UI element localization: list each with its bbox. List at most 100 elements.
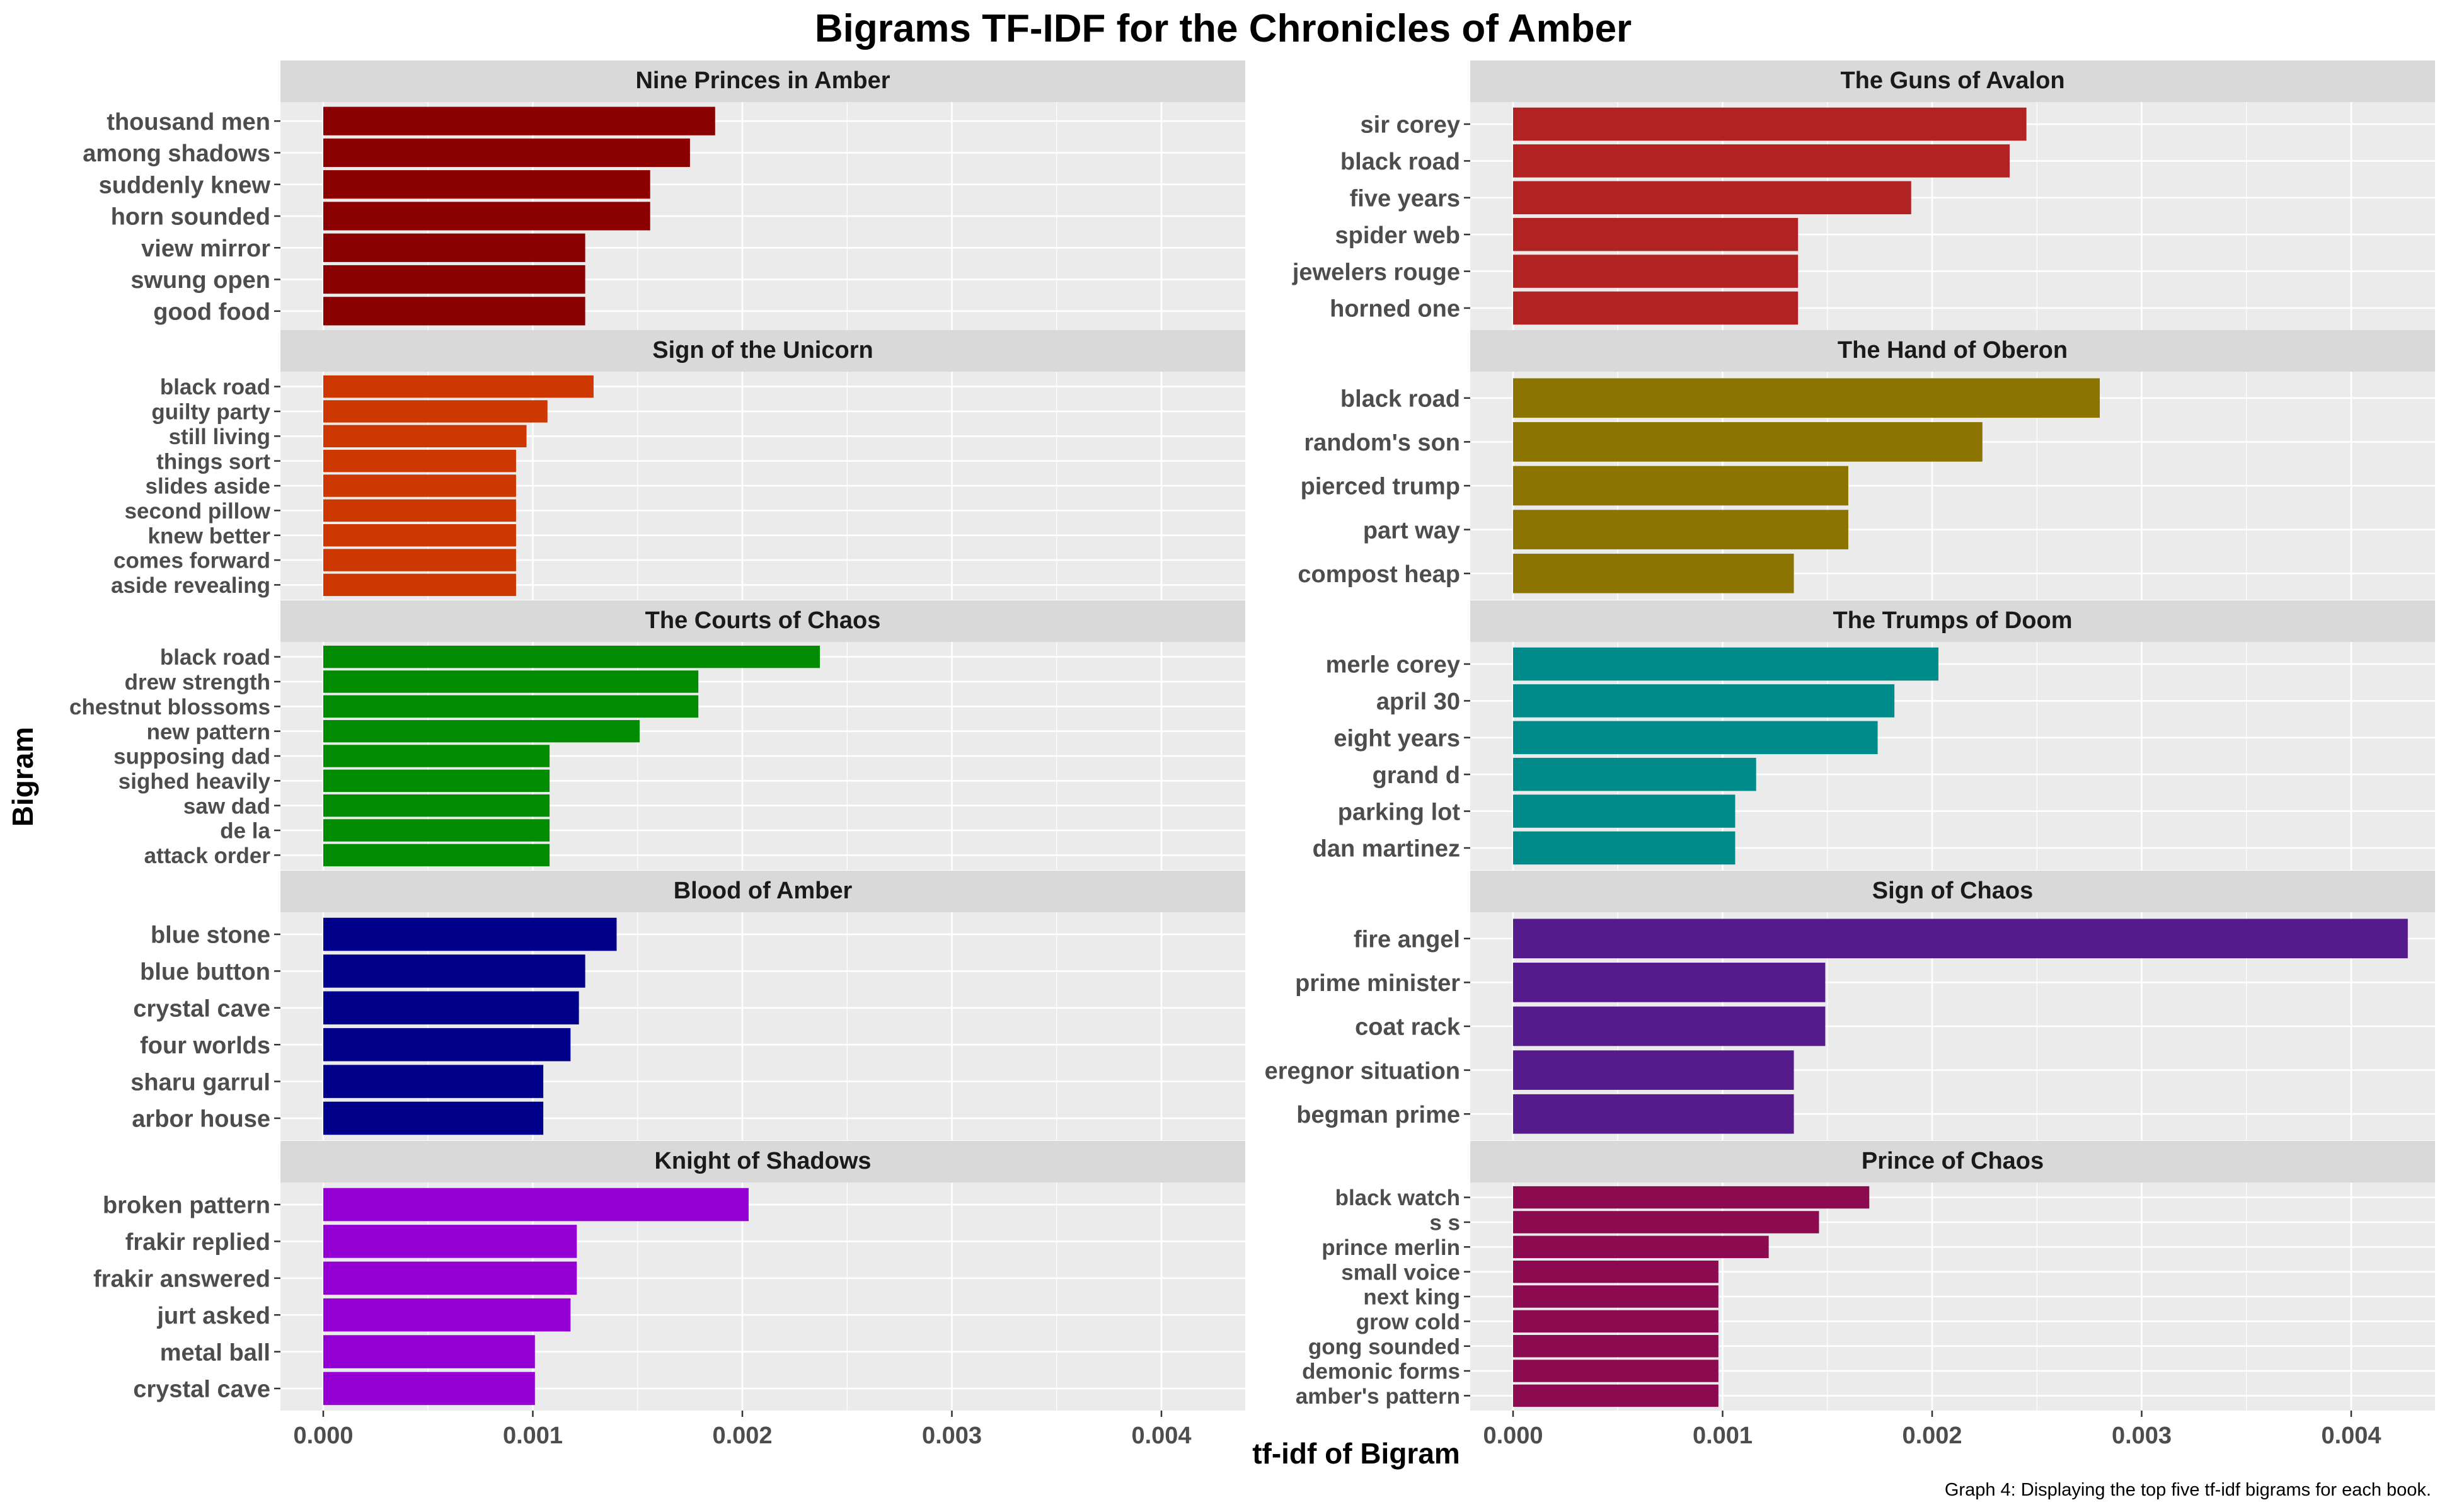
y-tick-label: eregnor situation: [1265, 1058, 1460, 1084]
y-tick-label: thousand men: [107, 109, 270, 135]
y-tick-label: spider web: [1335, 222, 1461, 249]
y-tick-label: new pattern: [147, 719, 270, 744]
bar: [323, 1298, 571, 1332]
y-tick-label: saw dad: [183, 794, 270, 818]
y-tick-label: pierced trump: [1301, 474, 1460, 500]
facet-panel: The Guns of Avalon sir corey black road fiv…: [1292, 60, 2435, 330]
facet-strip: [280, 60, 1245, 102]
bar: [323, 202, 650, 231]
x-tick-label: 0.001: [503, 1423, 563, 1449]
y-tick-label: blue stone: [151, 922, 270, 949]
facet-panel: Blood of Amber blue stone blue button cryst…: [130, 871, 1245, 1140]
bar: [323, 794, 550, 817]
y-tick-label: metal ball: [160, 1339, 270, 1366]
bar: [323, 819, 550, 842]
facet-title: The Courts of Chaos: [645, 607, 881, 634]
facet-strip: [1470, 600, 2435, 642]
bar: [1513, 553, 1794, 593]
facet-strip: [1470, 871, 2435, 912]
y-tick-label: sir corey: [1361, 112, 1460, 139]
bar: [1513, 217, 1799, 251]
bar: [323, 917, 617, 951]
bar: [1513, 963, 1826, 1002]
bar: [1513, 1310, 1719, 1333]
bar: [323, 745, 550, 767]
facet-strip: [280, 330, 1245, 372]
bar: [1513, 378, 2100, 418]
facet-strip: [280, 600, 1245, 642]
bar: [323, 549, 516, 571]
y-tick-label: among shadows: [83, 140, 270, 167]
facet-panel: The Hand of Oberon black road random's son…: [1298, 330, 2435, 600]
bar: [1513, 1211, 1819, 1234]
y-tick-label: still living: [169, 425, 270, 449]
bar: [1513, 422, 1983, 462]
y-tick-label: sharu garrul: [130, 1069, 270, 1096]
y-tick-label: merle corey: [1326, 652, 1460, 679]
bar: [1513, 107, 2027, 141]
bar: [323, 106, 715, 135]
bar: [1513, 1384, 1719, 1407]
y-tick-label: attack order: [144, 844, 271, 868]
bar: [323, 573, 516, 597]
bar: [323, 769, 550, 793]
y-tick-label: black road: [160, 645, 270, 670]
y-tick-label: demonic forms: [1302, 1360, 1460, 1384]
y-tick-label: second pillow: [125, 499, 271, 524]
facet-panel: Sign of Chaos fire angel prime minister coa…: [1265, 871, 2435, 1140]
facet-panel: The Trumps of Doom merle corey april 30 eig…: [1313, 600, 2435, 870]
facet-title: Nine Princes in Amber: [635, 67, 890, 94]
x-tick-label: 0.000: [1483, 1423, 1543, 1449]
chart-title: Bigrams TF-IDF for the Chronicles of Amb…: [815, 7, 1632, 50]
bar: [1513, 1094, 1794, 1134]
y-tick-label: begman prime: [1296, 1102, 1460, 1128]
facet-title: Blood of Amber: [674, 878, 853, 904]
y-tick-label: random's son: [1304, 430, 1460, 456]
facet-strip: [280, 1141, 1245, 1183]
bar: [1513, 647, 1938, 681]
bar: [323, 1372, 535, 1406]
x-tick-label: 0.004: [2321, 1423, 2381, 1449]
y-tick-label: sighed heavily: [118, 769, 271, 794]
facet-title: Sign of the Unicorn: [652, 337, 873, 364]
y-tick-label: guilty party: [151, 400, 270, 425]
bar: [1513, 757, 1756, 791]
bar: [323, 645, 820, 668]
bar: [1513, 181, 1911, 215]
bar: [1513, 919, 2408, 959]
bar: [323, 425, 527, 448]
bar: [323, 449, 516, 472]
bar: [1513, 510, 1848, 549]
bar: [1513, 1186, 1870, 1209]
y-tick-label: prime minister: [1295, 970, 1460, 997]
bar: [1513, 721, 1878, 755]
y-tick-label: good food: [153, 299, 270, 326]
facet-panel: Nine Princes in Amber thousand men among s…: [83, 60, 1245, 330]
x-axis-title: tf-idf of Bigram: [1252, 1437, 1460, 1470]
y-tick-label: view mirror: [141, 236, 270, 262]
y-tick-label: horned one: [1330, 296, 1460, 323]
facet-panel: Knight of Shadows broken pattern frakir re…: [93, 1141, 1245, 1449]
y-tick-label: prince merlin: [1321, 1235, 1460, 1260]
y-tick-label: de la: [220, 819, 270, 844]
facet-title: Sign of Chaos: [1872, 878, 2033, 904]
y-tick-label: part way: [1363, 517, 1460, 544]
bar: [1513, 255, 1799, 288]
bar: [1513, 144, 2010, 178]
y-tick-label: things sort: [156, 449, 270, 474]
bar: [323, 1101, 544, 1135]
y-tick-label: eight years: [1333, 725, 1460, 752]
y-tick-label: black watch: [1335, 1186, 1460, 1210]
y-tick-label: jurt asked: [156, 1303, 270, 1329]
bar: [323, 524, 516, 547]
y-tick-label: compost heap: [1298, 561, 1460, 588]
bar: [323, 1188, 749, 1222]
facet-title: The Hand of Oberon: [1838, 337, 2068, 364]
y-tick-label: jewelers rouge: [1292, 259, 1460, 285]
y-tick-label: amber's pattern: [1296, 1384, 1460, 1409]
bar: [323, 138, 690, 168]
y-tick-label: four worlds: [140, 1033, 270, 1059]
bar: [1513, 1334, 1719, 1358]
